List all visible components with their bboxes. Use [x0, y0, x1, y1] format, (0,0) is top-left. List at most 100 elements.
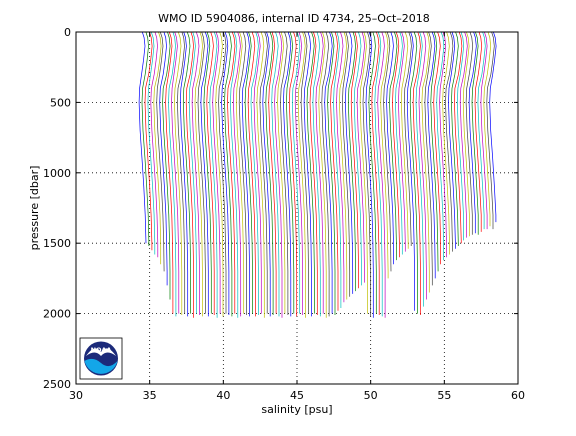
profile-line: [489, 31, 497, 223]
profile-line: [224, 31, 233, 317]
profile-line: [147, 31, 156, 255]
profile-line: [439, 31, 447, 258]
profile-line: [194, 31, 203, 317]
profile-line: [456, 31, 465, 241]
profile-line: [324, 31, 333, 314]
profile-line: [179, 31, 189, 317]
y-tick-label: 500: [50, 96, 71, 109]
profile-line: [321, 31, 330, 317]
x-tick-label: 45: [290, 389, 304, 402]
profile-line: [277, 31, 286, 314]
y-tick-label: 1500: [43, 237, 71, 250]
noaa-logo-text: NOAA: [91, 346, 112, 354]
profile-line: [471, 31, 479, 235]
profile-line: [288, 31, 298, 317]
profile-line: [283, 31, 292, 317]
profile-line: [412, 31, 421, 315]
profile-line: [162, 31, 171, 300]
profile-line: [403, 31, 412, 246]
profile-line: [238, 31, 247, 315]
profile-line: [227, 31, 236, 314]
profile-line: [486, 31, 495, 230]
profile-line: [174, 31, 183, 315]
profile-line: [459, 31, 468, 238]
profile-line: [380, 31, 389, 279]
profile-line: [197, 31, 206, 314]
profile-lines: [138, 31, 497, 318]
profile-line: [418, 31, 427, 300]
x-axis-label: salinity [psu]: [261, 403, 332, 416]
profile-line: [344, 31, 354, 294]
profile-line: [280, 31, 289, 315]
profile-line: [477, 31, 486, 230]
profile-line: [230, 31, 239, 318]
grid: [76, 32, 518, 384]
profile-line: [168, 31, 177, 317]
x-tick-label: 40: [216, 389, 230, 402]
profile-line: [150, 31, 159, 258]
profile-line: [421, 31, 430, 293]
profile-line: [400, 31, 409, 249]
profile-line: [415, 31, 424, 307]
profile-line: [247, 31, 256, 317]
profile-line: [144, 31, 153, 251]
profile-line: [362, 31, 371, 317]
profile-line: [327, 31, 336, 315]
profile-line: [398, 31, 406, 252]
profile-line: [212, 31, 221, 314]
profile-line: [286, 31, 295, 314]
profile-line: [353, 31, 362, 286]
x-axis-ticks: 30 35 40 45 50 55 60: [69, 32, 525, 402]
profile-line: [424, 31, 433, 286]
x-tick-label: 50: [364, 389, 378, 402]
profile-line: [303, 31, 312, 317]
x-tick-label: 55: [437, 389, 451, 402]
profile-line: [306, 31, 315, 314]
profile-line: [365, 31, 374, 318]
profile-line: [153, 31, 162, 265]
profile-line: [371, 31, 380, 315]
profile-line: [356, 31, 365, 283]
profile-line: [430, 31, 439, 272]
profile-line: [383, 31, 392, 272]
profile-line: [330, 31, 339, 311]
profile-line: [406, 31, 415, 311]
profile-line: [159, 31, 168, 286]
profile-line: [141, 31, 150, 246]
profile-line: [445, 31, 454, 252]
profile-line: [215, 31, 224, 317]
profile-line: [436, 31, 445, 261]
profile-line: [297, 31, 306, 318]
profile-line: [171, 31, 180, 314]
profile-line: [462, 31, 470, 237]
y-tick-label: 2500: [43, 378, 71, 391]
profile-line: [377, 31, 386, 318]
profile-line: [291, 31, 301, 314]
profile-line: [468, 31, 477, 234]
profile-line: [359, 31, 368, 314]
profile-line: [427, 31, 436, 279]
profile-line: [342, 31, 351, 297]
profile-line: [233, 31, 242, 317]
profile-line: [392, 31, 400, 258]
profile-line: [206, 31, 215, 315]
profile-line: [480, 31, 488, 230]
profile-line: [265, 31, 274, 315]
x-tick-label: 30: [69, 389, 83, 402]
profile-line: [138, 31, 147, 244]
profile-line: [262, 31, 271, 317]
profile-line: [200, 31, 209, 317]
x-tick-label: 60: [511, 389, 525, 402]
profile-line: [333, 31, 342, 308]
profile-line: [368, 31, 377, 314]
profile-line: [339, 31, 348, 300]
profile-line: [389, 31, 398, 261]
profile-line: [454, 31, 463, 244]
profile-line: [259, 31, 268, 314]
profile-line: [483, 31, 492, 227]
profile-line: [209, 31, 218, 318]
noaa-logo-bird: [86, 348, 116, 356]
profile-line: [191, 31, 200, 315]
